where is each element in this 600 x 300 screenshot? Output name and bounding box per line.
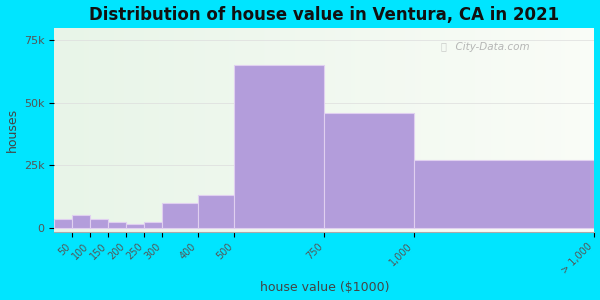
Text: City-Data.com: City-Data.com: [449, 42, 529, 52]
Bar: [325, 113, 415, 228]
Text: 🌐: 🌐: [440, 41, 446, 51]
Bar: [415, 160, 595, 228]
X-axis label: house value ($1000): house value ($1000): [260, 281, 389, 294]
Bar: [145, 222, 163, 228]
Bar: [109, 222, 127, 228]
Title: Distribution of house value in Ventura, CA in 2021: Distribution of house value in Ventura, …: [89, 6, 560, 24]
Bar: [235, 65, 325, 228]
Bar: [55, 219, 73, 228]
Bar: [73, 215, 91, 228]
Bar: [127, 224, 145, 228]
Bar: [91, 219, 109, 228]
Y-axis label: houses: houses: [5, 108, 19, 152]
Bar: [199, 195, 235, 228]
Bar: [163, 203, 199, 228]
